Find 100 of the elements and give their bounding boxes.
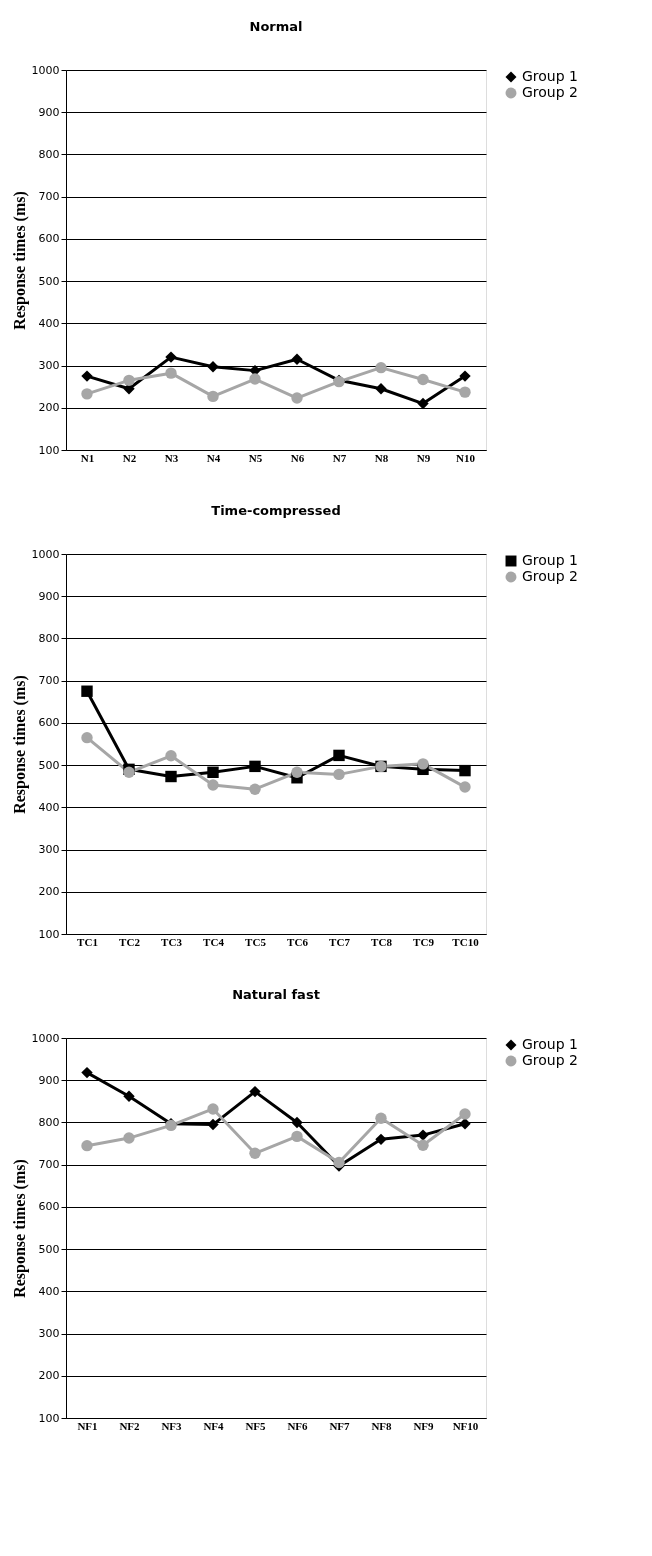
x-tick-label: TC2 — [119, 935, 141, 948]
point — [249, 1085, 261, 1098]
y-tick-label: 800 — [38, 631, 60, 645]
y-tick-label: 300 — [38, 1327, 60, 1341]
point — [333, 1156, 345, 1169]
x-tick-label: N1 — [80, 451, 95, 464]
point — [417, 373, 429, 386]
x-tick-label: TC7 — [329, 935, 351, 948]
x-tick-label: TC10 — [452, 935, 480, 948]
point — [81, 1066, 93, 1079]
point — [81, 731, 93, 744]
y-tick-label: 500 — [38, 274, 60, 288]
y-tick-label: 1000 — [31, 547, 60, 561]
y-tick-label: 600 — [38, 232, 60, 246]
legend-label: Group 2 — [522, 84, 578, 100]
y-tick-label: 200 — [38, 401, 60, 415]
legend-label: Group 1 — [522, 1036, 578, 1052]
point — [207, 390, 219, 403]
x-tick-label: N6 — [290, 451, 305, 464]
y-tick-label: 400 — [38, 1284, 60, 1298]
y-tick-label: 900 — [38, 105, 60, 119]
point — [165, 351, 177, 363]
point — [81, 1139, 93, 1152]
y-tick-label: 500 — [38, 758, 60, 772]
y-axis-title: Response times (ms) — [10, 675, 29, 814]
x-tick-label: TC8 — [371, 935, 393, 948]
point — [417, 758, 429, 770]
y-tick-label: 600 — [38, 716, 60, 730]
point — [417, 1139, 429, 1151]
point — [207, 766, 219, 778]
point — [417, 1129, 429, 1141]
point — [207, 361, 219, 373]
x-tick-label: N7 — [332, 451, 347, 464]
x-tick-label: N8 — [374, 451, 389, 464]
point — [291, 1116, 303, 1129]
chart-title: Normal — [249, 19, 303, 34]
y-tick-label: 900 — [38, 1073, 60, 1087]
y-tick-label: 500 — [38, 1242, 60, 1256]
y-tick-label: 700 — [38, 1158, 60, 1172]
x-tick-label: TC6 — [287, 935, 309, 948]
y-tick-label: 400 — [38, 316, 60, 330]
y-axis-title: Response times (ms) — [10, 191, 29, 330]
y-tick-label: 800 — [38, 1115, 60, 1129]
y-tick-label: 900 — [38, 589, 60, 603]
point — [375, 1112, 387, 1124]
point — [291, 353, 303, 365]
y-tick-label: 1000 — [31, 1031, 60, 1045]
point — [375, 361, 387, 374]
point — [333, 768, 345, 781]
x-tick-label: N4 — [206, 451, 221, 464]
point — [375, 383, 387, 395]
x-tick-label: TC9 — [413, 935, 435, 948]
point — [165, 750, 177, 762]
legend-label: Group 2 — [522, 1052, 578, 1068]
point — [81, 388, 93, 400]
point — [123, 1090, 135, 1102]
point — [333, 749, 345, 762]
point — [375, 1133, 387, 1146]
point — [207, 1118, 219, 1131]
x-tick-label: NF6 — [287, 1419, 309, 1432]
point — [207, 1103, 219, 1115]
point — [249, 373, 261, 385]
x-tick-label: NF3 — [161, 1419, 183, 1432]
y-tick-label: 200 — [38, 885, 60, 899]
legend-label: Group 1 — [522, 68, 578, 84]
point — [249, 783, 261, 795]
point — [459, 1108, 471, 1120]
point — [123, 374, 135, 387]
y-tick-label: 700 — [38, 190, 60, 204]
y-tick-label: 600 — [38, 1200, 60, 1214]
x-tick-label: NF4 — [203, 1419, 225, 1432]
x-tick-label: NF5 — [245, 1419, 267, 1432]
legend-label: Group 1 — [522, 552, 578, 568]
y-tick-label: 800 — [38, 147, 60, 161]
point — [165, 770, 177, 783]
y-tick-label: 200 — [38, 1369, 60, 1383]
legend-label: Group 2 — [522, 568, 578, 584]
point — [291, 766, 303, 778]
point — [165, 367, 177, 379]
x-tick-label: NF2 — [119, 1419, 141, 1432]
point — [459, 781, 471, 793]
point — [291, 392, 303, 404]
point — [81, 685, 93, 697]
x-tick-label: TC5 — [245, 935, 267, 948]
x-tick-label: TC1 — [77, 935, 98, 948]
x-tick-label: N9 — [416, 451, 431, 464]
x-tick-label: N2 — [122, 451, 137, 464]
chart-title: Natural fast — [232, 987, 320, 1002]
x-tick-label: NF8 — [371, 1419, 393, 1432]
x-tick-label: NF1 — [77, 1419, 98, 1432]
x-tick-label: N5 — [248, 451, 263, 464]
x-tick-label: N10 — [456, 451, 476, 464]
y-tick-label: 300 — [38, 843, 60, 857]
point — [81, 370, 93, 382]
x-tick-label: N3 — [164, 451, 179, 464]
x-tick-label: TC4 — [203, 935, 225, 948]
x-tick-label: TC3 — [161, 935, 183, 948]
point — [249, 760, 261, 773]
point — [459, 386, 471, 398]
chart-title: Time-compressed — [211, 503, 341, 518]
